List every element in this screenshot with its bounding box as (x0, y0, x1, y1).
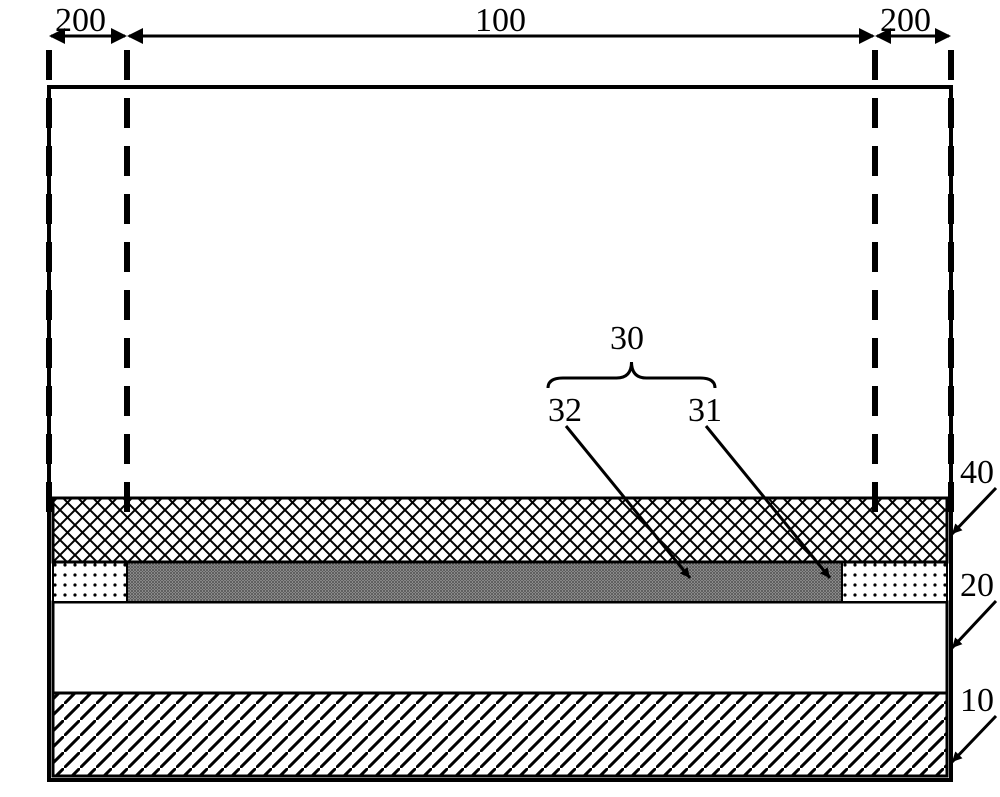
dim-label-200-left: 200 (55, 2, 106, 40)
brace-label-30: 30 (610, 320, 644, 358)
label-32: 32 (548, 392, 582, 430)
leader-right-2 (952, 716, 996, 762)
layer-32 (127, 562, 842, 602)
layer-40 (53, 498, 947, 562)
layer-20 (53, 602, 947, 693)
dim-label-100: 100 (475, 2, 526, 40)
brace-30 (548, 362, 715, 388)
label-10: 10 (960, 682, 994, 720)
layer-31-left (53, 562, 127, 602)
diagram-root: 200 100 200 30 32 31 40 20 10 (0, 0, 1000, 797)
layer-10 (53, 693, 947, 776)
leader-right-1 (952, 601, 996, 648)
diagram-svg (0, 0, 1000, 797)
label-20: 20 (960, 567, 994, 605)
layer-31-right (842, 562, 947, 602)
label-40: 40 (960, 454, 994, 492)
leader-right-0 (952, 488, 996, 534)
dim-label-200-right: 200 (880, 2, 931, 40)
label-31: 31 (688, 392, 722, 430)
